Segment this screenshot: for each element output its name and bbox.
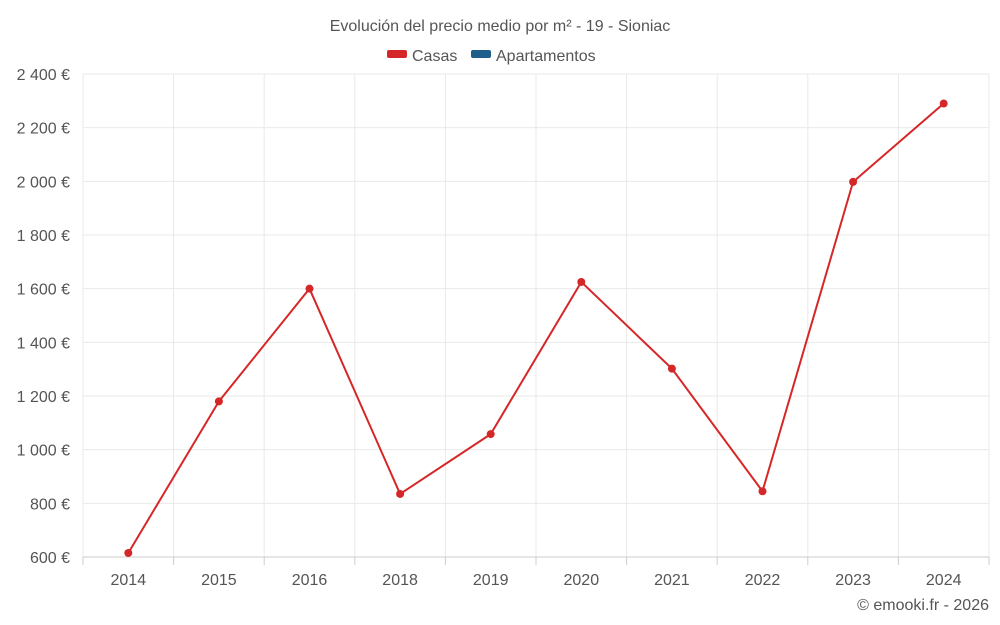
x-tick-label-2018: 2018 [382, 572, 418, 589]
data-point-casas-2018[interactable] [396, 489, 405, 498]
data-point-casas-2021[interactable] [667, 364, 676, 373]
x-tick-label-2020: 2020 [564, 572, 600, 589]
x-tick-label-2023: 2023 [835, 572, 871, 589]
legend-item-apartamentos[interactable]: Apartamentos [471, 48, 596, 65]
data-point-casas-2019[interactable] [486, 430, 495, 439]
y-tick-label: 800 € [30, 496, 70, 513]
data-point-casas-2022[interactable] [758, 487, 767, 496]
y-tick-label: 1 400 € [17, 335, 70, 352]
x-tick-label-2024: 2024 [926, 572, 962, 589]
y-tick-label: 1 000 € [17, 443, 70, 460]
data-point-casas-2024[interactable] [939, 99, 948, 108]
x-tick-label-2021: 2021 [654, 572, 690, 589]
legend-swatch-apartamentos [471, 50, 491, 58]
series-layer [124, 99, 948, 557]
x-tick-label-2016: 2016 [292, 572, 328, 589]
legend-label-casas: Casas [412, 48, 457, 65]
y-tick-label: 2 400 € [17, 67, 70, 84]
legend-swatch-casas [387, 50, 407, 58]
x-tick-label-2015: 2015 [201, 572, 237, 589]
data-point-casas-2016[interactable] [305, 284, 314, 293]
y-tick-label: 1 800 € [17, 228, 70, 245]
chart-title: Evolución del precio medio por m² - 19 -… [330, 18, 671, 35]
y-tick-label: 600 € [30, 550, 70, 567]
data-point-casas-2023[interactable] [849, 177, 858, 186]
y-axis-ticks: 600 € 800 € 1 000 € 1 200 € 1 400 € 1 600 € 1 … [17, 67, 70, 567]
y-tick-label: 2 000 € [17, 174, 70, 191]
series-line-casas [127, 102, 945, 554]
legend-item-casas[interactable]: Casas [387, 48, 457, 65]
x-axis-ticks: 2014 2015 2016 2018 2019 2020 2021 2022 2023 2024 [82, 556, 990, 589]
y-tick-label: 2 200 € [17, 121, 70, 138]
legend: Casas Apartamentos [387, 48, 596, 65]
data-point-casas-2014[interactable] [124, 548, 133, 557]
legend-label-apartamentos: Apartamentos [496, 48, 596, 65]
data-point-casas-2020[interactable] [577, 277, 586, 286]
x-tick-label-2014: 2014 [111, 572, 147, 589]
y-tick-label: 1 600 € [17, 282, 70, 299]
x-tick-label-2019: 2019 [473, 572, 509, 589]
grid [82, 73, 990, 557]
data-point-casas-2015[interactable] [214, 397, 223, 406]
y-tick-label: 1 200 € [17, 389, 70, 406]
x-tick-label-2022: 2022 [745, 572, 781, 589]
credit-text: © emooki.fr - 2026 [857, 597, 989, 614]
